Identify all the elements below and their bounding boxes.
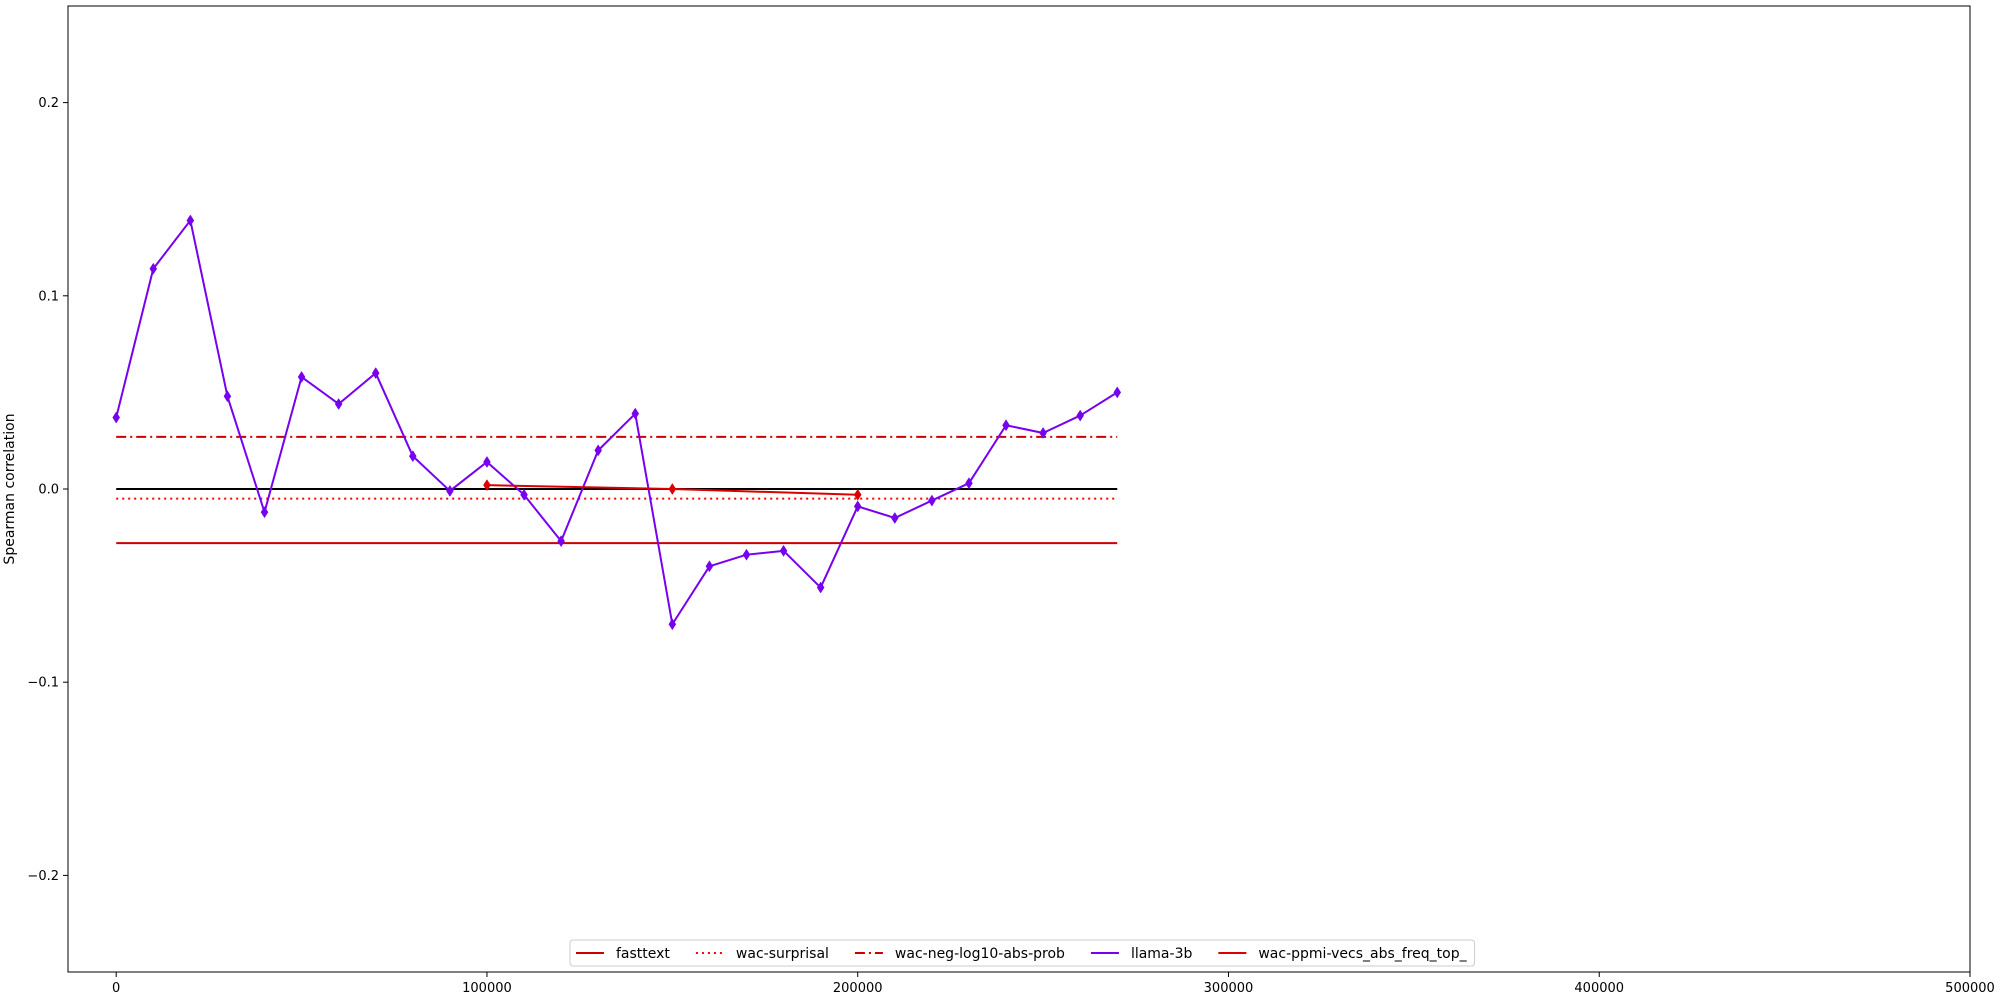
data-point — [483, 479, 491, 492]
data-point — [186, 214, 195, 227]
data-point — [705, 560, 714, 573]
data-point — [260, 506, 269, 519]
legend-entry-wac-surprisal: wac-surprisal — [695, 946, 829, 962]
data-point — [409, 450, 417, 463]
data-point — [816, 581, 825, 594]
legend-label: fasttext — [616, 946, 670, 962]
data-point — [779, 544, 788, 557]
series-llama-3b — [112, 214, 1122, 631]
data-point — [149, 262, 158, 275]
data-point — [594, 444, 602, 457]
data-point — [334, 398, 343, 410]
legend-label: wac-ppmi-vecs_abs_freq_top_ — [1258, 946, 1467, 962]
legend-entry-fasttext: fasttext — [576, 946, 670, 962]
y-tick-label: −0.2 — [27, 869, 59, 884]
data-point — [520, 488, 528, 501]
data-point — [1039, 427, 1047, 439]
axes: 0 100000 200000 300000 400000 500000 −0.2 −0.1 0… — [27, 96, 1994, 996]
data-point — [446, 484, 454, 497]
data-point — [631, 407, 640, 420]
legend-entry-wac-ppmi-vecs-abs-freq-top: wac-ppmi-vecs_abs_freq_top_ — [1218, 946, 1468, 962]
series-wac-ppmi-vecs-abs-freq-top — [483, 479, 862, 501]
plot-area — [112, 214, 1122, 631]
data-point — [371, 367, 380, 380]
legend-frame — [569, 939, 1476, 967]
data-point — [1113, 386, 1122, 399]
x-tick-label: 200000 — [833, 981, 883, 996]
x-tick-label: 400000 — [1574, 981, 1624, 996]
data-point — [297, 370, 306, 383]
legend-entry-wac-neg-log10-abs-prob: wac-neg-log10-abs-prob — [854, 946, 1065, 962]
data-point — [668, 618, 677, 631]
data-point — [853, 488, 862, 501]
data-point — [668, 483, 677, 495]
y-tick-label: 0.1 — [38, 289, 59, 304]
data-point — [928, 494, 936, 507]
data-point — [223, 390, 232, 403]
y-axis-label: Spearman correlation — [2, 413, 18, 564]
data-point — [742, 548, 751, 561]
y-tick-label: 0.0 — [38, 483, 59, 498]
y-tick-label: −0.1 — [27, 676, 59, 691]
legend-label: wac-surprisal — [736, 946, 829, 962]
data-point — [1076, 409, 1084, 422]
data-point — [1002, 419, 1010, 432]
legend-label: wac-neg-log10-abs-prob — [895, 946, 1065, 962]
data-point — [965, 477, 973, 490]
data-point — [853, 500, 862, 513]
x-tick-label: 500000 — [1945, 981, 1995, 996]
x-tick-label: 300000 — [1204, 981, 1254, 996]
data-point — [890, 512, 899, 524]
x-tick-label: 0 — [112, 981, 120, 996]
x-tick-label: 100000 — [462, 981, 512, 996]
data-point — [483, 455, 491, 468]
legend: fasttext wac-surprisal wac-neg-log10-abs-p… — [569, 939, 1476, 967]
data-point — [112, 411, 120, 424]
series-line — [115, 219, 1118, 626]
legend-entry-llama-3b: llama-3b — [1090, 946, 1193, 962]
y-tick-label: 0.2 — [38, 96, 59, 111]
data-point — [557, 535, 565, 548]
legend-label: llama-3b — [1131, 946, 1193, 962]
